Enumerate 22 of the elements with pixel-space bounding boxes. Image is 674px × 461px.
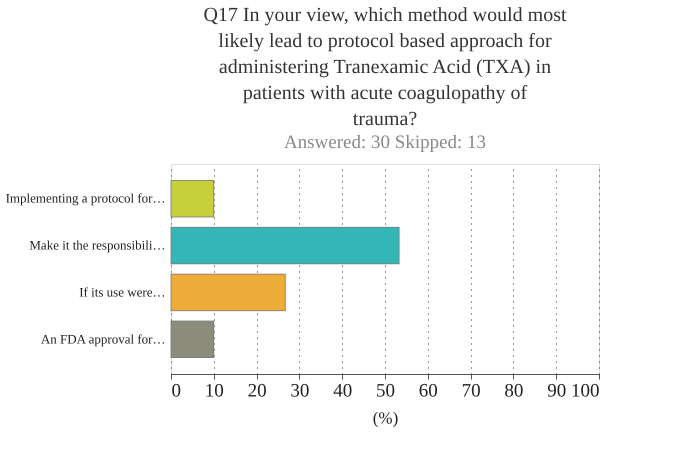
bar: [170, 274, 286, 312]
x-tick-label: 60: [418, 380, 438, 402]
y-tick-label: An FDA approval for…: [40, 331, 166, 346]
bar: [170, 226, 400, 264]
x-tick-label: 70: [462, 380, 481, 402]
bar: [170, 320, 214, 358]
y-tick-label: If its use were…: [79, 284, 166, 300]
x-tick-label: 20: [248, 380, 267, 402]
chart-title: Q17 In your view, which method would most likely lead to protocol based approach for administering Tranexamic Acid (TXA) in patients with acute coagulopathy of trauma?: [203, 4, 567, 130]
x-tick-label: 100: [571, 380, 600, 402]
x-tick-label: 0: [172, 380, 181, 402]
x-tick-label: 90: [547, 380, 566, 402]
x-tick-label: 30: [290, 380, 310, 402]
bar: [170, 180, 214, 218]
y-tick-label: Make it the responsibili…: [29, 238, 166, 253]
x-tick-label: 40: [333, 380, 352, 402]
x-tick-label: 50: [376, 380, 395, 402]
chart-subtitle: Answered: 30 Skipped: 13: [284, 132, 486, 153]
x-tick-label: 10: [204, 380, 224, 402]
x-tick-label: 80: [504, 380, 524, 402]
y-tick-label: Implementing a protocol for…: [6, 190, 166, 206]
x-axis-title: (%): [372, 408, 398, 428]
